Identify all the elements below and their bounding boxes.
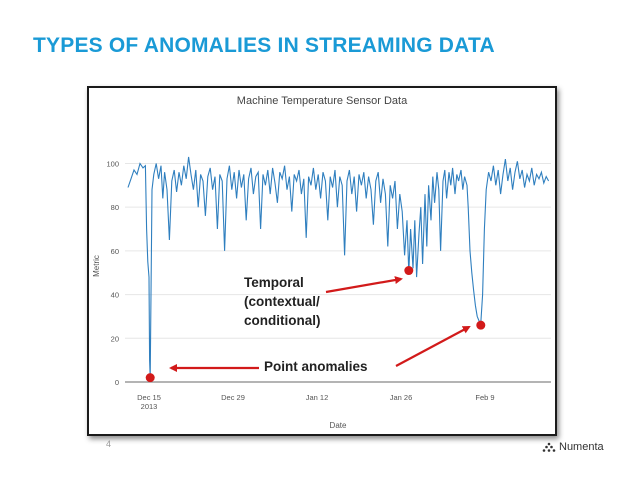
y-tick-label: 60 [111,247,119,256]
y-axis-label: Metric [92,255,101,277]
x-tick-label: Dec 15 [137,393,161,402]
x-tick-label: Dec 29 [221,393,245,402]
y-tick-labels: 0 20 40 60 80 100 [106,159,119,387]
anomaly-marker-1 [404,266,414,276]
anomaly-marker-2 [476,320,486,330]
y-tick-label: 100 [106,159,119,168]
brand-logo: Numenta [542,441,604,453]
y-tick-label: 40 [111,291,119,300]
x-tick-label: Jan 26 [390,393,413,402]
y-tick-label: 80 [111,203,119,212]
series-line [127,156,550,378]
x-tick-sublabel: 2013 [141,402,158,411]
y-tick-label: 20 [111,334,119,343]
annotation-temporal-line3: conditional) [244,313,321,328]
arrow-temporal [325,276,403,294]
brand-name: Numenta [559,441,604,453]
annotation-temporal-line1: Temporal [244,275,304,290]
annotation-temporal-line2: (contextual/ [244,294,320,309]
anomaly-marker-0 [145,373,155,383]
x-tick-label: Feb 9 [475,393,494,402]
chart-frame: Machine Temperature Sensor Data 0 20 40 60 8… [87,86,557,436]
slide-title: TYPES OF ANOMALIES IN STREAMING DATA [33,34,495,57]
arrow-point-right [395,326,471,367]
numenta-logo-icon [542,442,556,452]
x-axis-label: Date [330,421,347,430]
annotation-arrows [169,276,471,372]
page-number: 4 [106,439,112,449]
annotation-point: Point anomalies [264,359,368,374]
chart-canvas: Machine Temperature Sensor Data 0 20 40 60 8… [92,95,551,430]
x-tick-label: Jan 12 [306,393,329,402]
anomaly-markers [145,266,486,383]
chart-title: Machine Temperature Sensor Data [237,95,408,107]
grid-lines [125,162,551,383]
y-tick-label: 0 [115,378,119,387]
